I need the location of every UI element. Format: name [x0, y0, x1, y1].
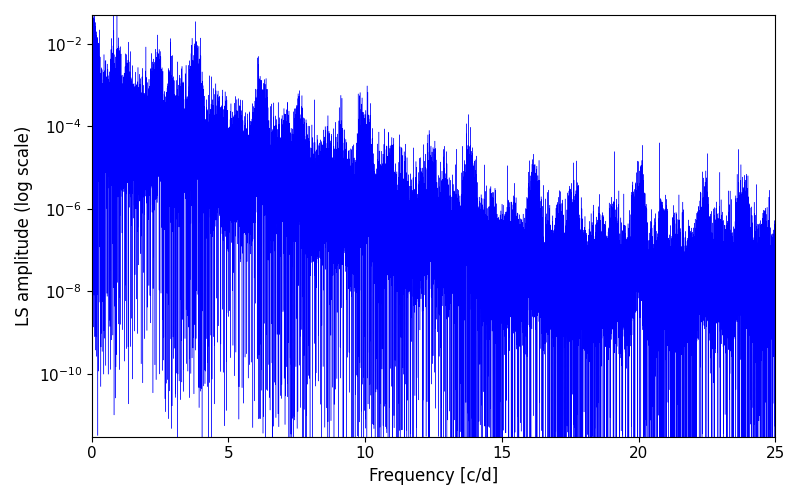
Y-axis label: LS amplitude (log scale): LS amplitude (log scale)	[15, 126, 33, 326]
X-axis label: Frequency [c/d]: Frequency [c/d]	[369, 467, 498, 485]
